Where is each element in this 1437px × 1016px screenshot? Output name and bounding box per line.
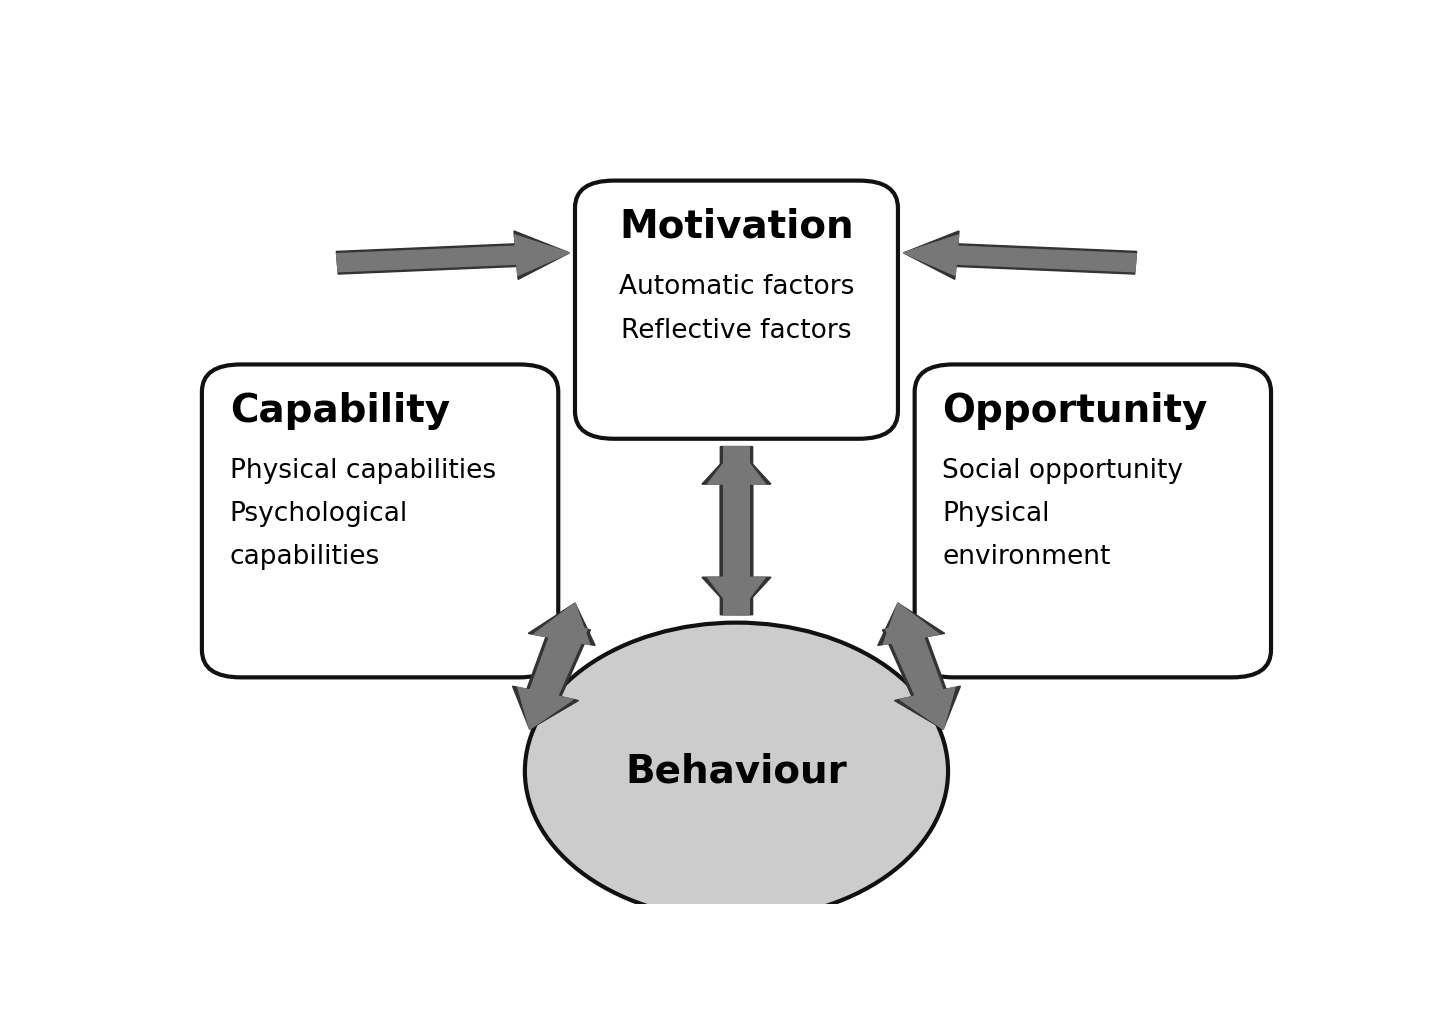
FancyArrow shape — [884, 604, 943, 695]
FancyArrow shape — [882, 623, 960, 729]
FancyArrow shape — [530, 604, 589, 695]
Text: environment: environment — [943, 545, 1111, 570]
FancyBboxPatch shape — [575, 181, 898, 439]
FancyArrow shape — [701, 447, 772, 615]
FancyArrow shape — [707, 447, 766, 615]
Text: Physical: Physical — [943, 501, 1050, 527]
FancyArrow shape — [513, 623, 591, 729]
Text: Reflective factors: Reflective factors — [621, 317, 852, 343]
FancyArrow shape — [885, 624, 956, 729]
FancyArrow shape — [707, 447, 766, 615]
Text: capabilities: capabilities — [230, 545, 379, 570]
FancyArrow shape — [904, 231, 1137, 279]
FancyArrow shape — [517, 624, 588, 729]
Text: Capability: Capability — [230, 392, 450, 430]
FancyBboxPatch shape — [915, 365, 1272, 678]
FancyArrow shape — [336, 235, 569, 275]
FancyArrow shape — [336, 231, 569, 279]
FancyArrow shape — [526, 604, 595, 696]
Text: Social opportunity: Social opportunity — [943, 458, 1184, 485]
Circle shape — [525, 623, 948, 919]
Text: Psychological: Psychological — [230, 501, 408, 527]
Text: Opportunity: Opportunity — [943, 392, 1209, 430]
Text: Motivation: Motivation — [619, 208, 854, 246]
Text: Behaviour: Behaviour — [625, 752, 848, 790]
FancyArrow shape — [701, 447, 772, 615]
Text: Automatic factors: Automatic factors — [619, 274, 854, 301]
FancyArrow shape — [904, 235, 1137, 275]
FancyBboxPatch shape — [201, 365, 558, 678]
Text: Physical capabilities: Physical capabilities — [230, 458, 496, 485]
FancyArrow shape — [878, 604, 947, 696]
